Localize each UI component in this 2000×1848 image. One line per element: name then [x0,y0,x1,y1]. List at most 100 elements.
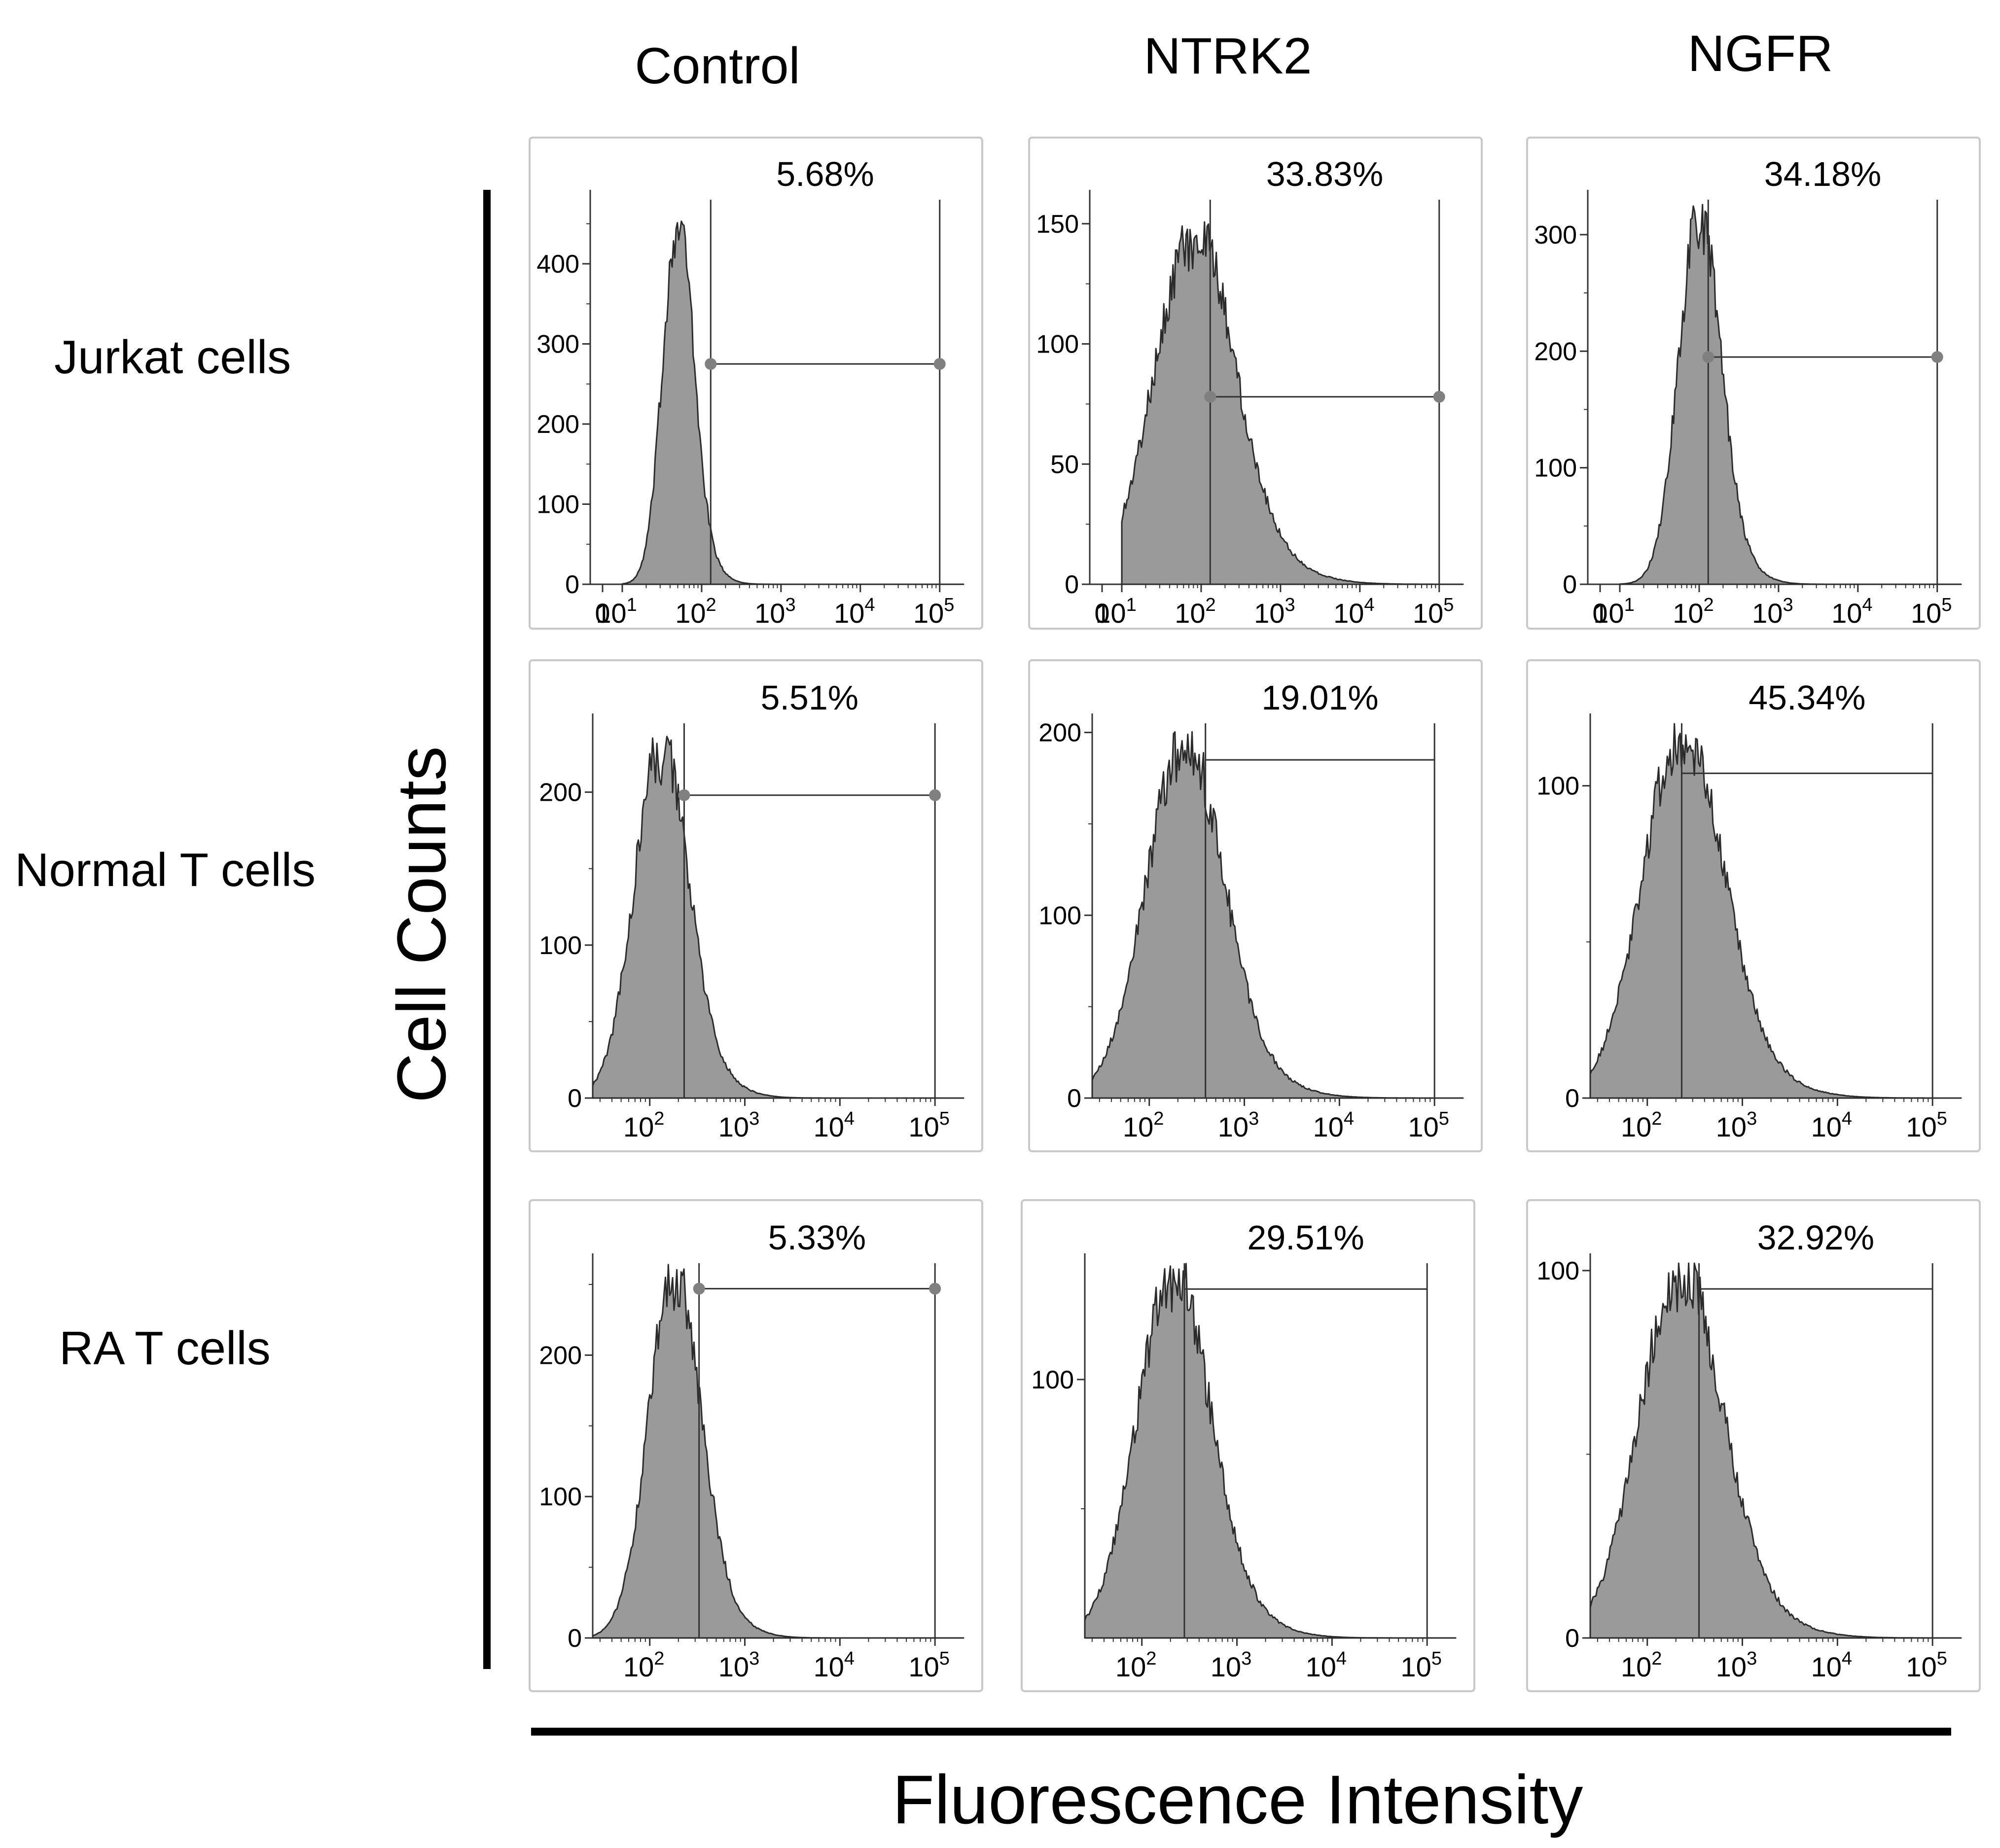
x-tick-exponent: 4 [844,1108,855,1129]
y-axis-bracket [483,190,491,1669]
x-tick-exponent: 2 [1146,1648,1156,1669]
x-tick-exponent: 3 [1241,1648,1251,1669]
x-tick-exponent: 3 [785,595,795,615]
histogram-area [621,220,964,585]
histogram-area [592,1264,964,1639]
x-tick-label: 0 [595,598,610,629]
y-tick-label: 200 [1038,719,1081,747]
x-tick-exponent: 2 [1704,595,1714,615]
histogram-area [1619,204,1962,585]
gate-handle-right [1433,391,1445,403]
y-tick-label: 100 [1536,1257,1579,1285]
y-tick-label: 300 [1534,221,1577,249]
x-tick-exponent: 5 [939,1108,950,1129]
gate-percent-label: 32.92% [1757,1218,1874,1257]
x-tick-label: 103 [1254,595,1295,629]
gate-handle-left [678,789,690,801]
x-tick-exponent: 5 [1443,595,1454,615]
row-label-normal-t: Normal T cells [15,844,316,896]
gate-percent-label: 29.51% [1247,1218,1364,1257]
y-tick-label: 100 [1038,901,1081,930]
y-tick-label: 0 [568,1624,582,1653]
row-label-ra-t: RA T cells [59,1322,271,1375]
y-tick-label: 150 [1036,210,1079,239]
x-tick-label: 103 [718,1108,759,1142]
x-tick-exponent: 2 [654,1648,664,1669]
x-tick-exponent: 5 [1937,1648,1947,1669]
x-tick-exponent: 4 [1336,1648,1347,1669]
y-tick-label: 0 [1565,1624,1579,1653]
gate-percent-label: 19.01% [1261,678,1378,717]
y-tick-label: 200 [539,779,582,807]
x-tick-exponent: 2 [706,595,716,615]
x-tick-exponent: 4 [864,595,875,615]
y-tick-label: 100 [536,491,579,519]
y-tick-label: 400 [536,250,579,279]
y-tick-label: 100 [1536,772,1579,801]
y-tick-label: 200 [536,410,579,439]
y-tick-label: 0 [1065,570,1079,599]
x-axis-label: Fluorescence Intensity [892,1761,1583,1838]
gate-handle-right [1931,351,1943,363]
x-tick-label: 104 [1333,595,1374,629]
column-title-ngfr: NGFR [1687,25,1833,82]
row-label-jurkat: Jurkat cells [54,331,291,384]
histogram-area [1084,1263,1457,1639]
x-tick-exponent: 4 [1842,1648,1852,1669]
x-tick-exponent: 5 [1439,1108,1449,1129]
x-tick-exponent: 3 [749,1648,759,1669]
histogram-area [1589,723,1962,1099]
gate-handle-left [1702,351,1714,363]
panel-frame [529,1199,983,1692]
x-tick-label: 104 [1831,595,1872,629]
x-tick-exponent: 3 [1783,595,1793,615]
y-tick-label: 0 [568,1084,582,1113]
x-tick-exponent: 1 [1624,595,1635,615]
y-tick-label: 200 [1534,337,1577,366]
y-tick-label: 0 [1563,570,1577,599]
y-axis-label: Cell Counts [383,746,460,1103]
x-tick-exponent: 5 [944,595,954,615]
x-tick-exponent: 2 [654,1108,664,1129]
x-tick-exponent: 2 [1651,1648,1662,1669]
x-tick-exponent: 3 [1249,1108,1259,1129]
x-tick-exponent: 4 [844,1648,855,1669]
x-tick-label: 0 [1094,598,1109,629]
gate-handle-left [705,358,717,370]
y-tick-label: 100 [539,931,582,960]
gate-handle-right [929,1282,941,1295]
x-tick-label: 104 [834,595,875,629]
gate-handle-right [933,358,946,370]
x-tick-exponent: 1 [1126,595,1137,615]
x-axis-bracket [531,1728,1951,1736]
x-tick-exponent: 3 [1747,1108,1757,1129]
histogram-area [1091,731,1464,1099]
gate-handle-left [1204,391,1216,403]
column-title-ntrk2: NTRK2 [1143,28,1312,85]
gate-handle-left [693,1282,705,1295]
y-tick-label: 0 [1565,1084,1579,1113]
x-tick-exponent: 4 [1842,1108,1852,1129]
gate-handle-right [929,789,941,801]
y-tick-label: 100 [539,1483,582,1511]
y-tick-label: 0 [1067,1084,1081,1113]
x-tick-exponent: 3 [749,1108,759,1129]
x-tick-label: 103 [754,595,795,629]
y-tick-label: 100 [1534,454,1577,483]
x-tick-exponent: 5 [1937,1108,1947,1129]
x-tick-label: 103 [1218,1108,1259,1142]
x-tick-exponent: 2 [1153,1108,1164,1129]
y-tick-label: 100 [1031,1366,1074,1394]
x-tick-exponent: 3 [1747,1648,1757,1669]
x-tick-exponent: 4 [1862,595,1872,615]
x-tick-exponent: 5 [1431,1648,1442,1669]
y-tick-label: 50 [1050,450,1079,479]
panel-frame [529,137,983,630]
x-tick-exponent: 5 [939,1648,950,1669]
